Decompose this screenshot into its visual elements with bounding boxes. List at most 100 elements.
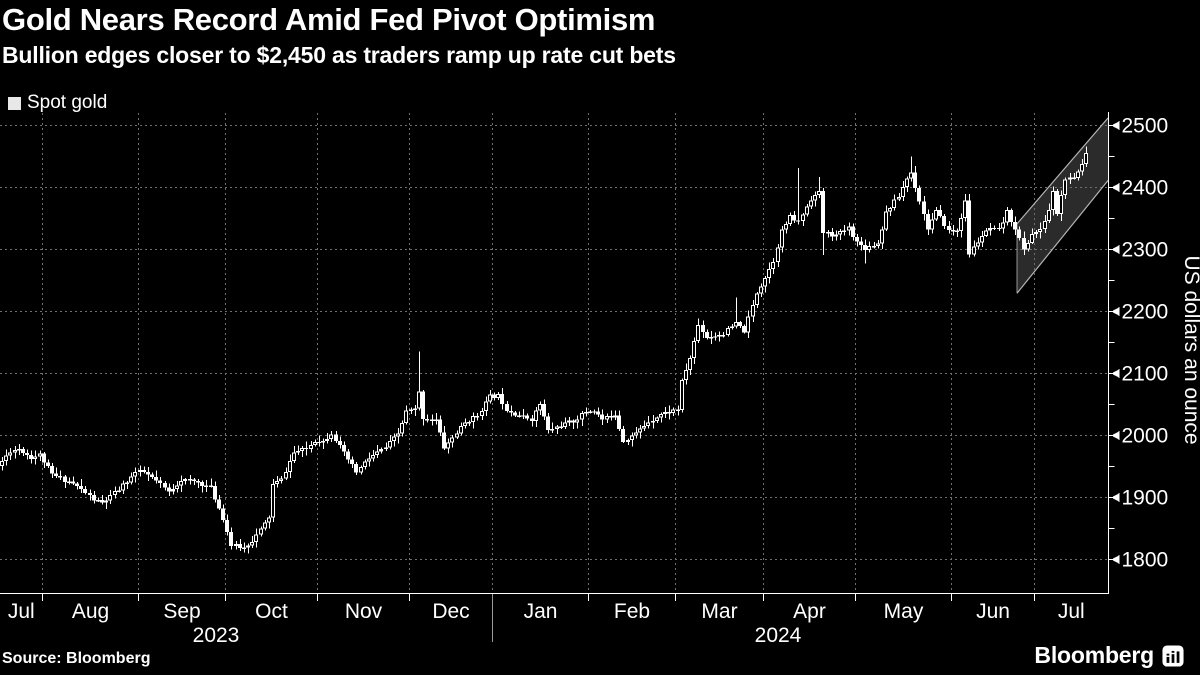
x-year-label: 2024 (755, 624, 802, 647)
candle-body-down (542, 404, 546, 417)
candle-body-down (830, 232, 834, 237)
candle-body-up (755, 293, 759, 305)
candle-body-down (125, 482, 129, 484)
x-month-label: Nov (345, 600, 383, 623)
candle-body-down (913, 172, 917, 188)
candle-body-down (626, 439, 630, 442)
channel-upper-line (1016, 117, 1109, 225)
candle-body-up (580, 413, 584, 420)
candle-body-up (909, 172, 913, 179)
candle-body-down (221, 508, 225, 520)
candle-body-down (967, 200, 971, 255)
candle-body-up (1047, 209, 1051, 222)
x-month-label: Oct (255, 600, 288, 623)
candle-body-down (100, 499, 104, 503)
candle-body-up (113, 491, 117, 495)
candle-body-down (826, 232, 830, 234)
candle-body-down (588, 411, 592, 413)
candle-body-up (254, 534, 258, 542)
candle-body-up (8, 452, 12, 456)
candle-body-down (234, 544, 238, 547)
candle-body-down (596, 411, 600, 415)
candle-body-up (788, 214, 792, 225)
candle-body-down (947, 226, 951, 230)
candle-body-down (667, 411, 671, 414)
candle-body-up (259, 528, 263, 535)
candle-body-up (976, 242, 980, 247)
candle-body-up (655, 417, 659, 421)
candle-body-down (246, 545, 250, 548)
candle-body-up (275, 481, 279, 485)
candle-body-down (709, 336, 713, 339)
candle-body-up (734, 322, 738, 327)
candle-body-up (480, 411, 484, 416)
candle-body-down (600, 414, 604, 420)
candle-body-up (934, 209, 938, 220)
candle-body-down (317, 441, 321, 444)
candle-body-up (817, 190, 821, 195)
candle-body-down (922, 201, 926, 215)
candle-body-down (167, 487, 171, 492)
candle-body-up (1005, 210, 1009, 223)
candle-body-up (13, 449, 17, 453)
candle-body-up (838, 231, 842, 235)
x-month-label: Apr (793, 600, 826, 623)
candle-body-up (279, 478, 283, 482)
candle-body-up (329, 434, 333, 439)
candle-body-up (847, 226, 851, 231)
candle-body-down (338, 441, 342, 445)
candle-body-down (409, 409, 413, 412)
legend-label: Spot gold (27, 92, 108, 113)
candle-body-down (467, 422, 471, 424)
candle-body-down (321, 440, 325, 443)
candle-body-up (880, 229, 884, 244)
candle-body-down (584, 411, 588, 414)
candle-body-down (46, 462, 50, 467)
y-tick-arrow-icon (1111, 555, 1120, 564)
candle-body-up (359, 466, 363, 473)
candle-body-down (676, 409, 680, 412)
candle-body-down (17, 449, 21, 451)
candle-body-up (813, 194, 817, 201)
candle-body-down (229, 532, 233, 547)
candle-body-up (867, 246, 871, 251)
candlestick-layer (0, 146, 1088, 554)
candle-body-up (367, 458, 371, 462)
candle-body-up (876, 243, 880, 247)
candle-body-up (484, 401, 488, 412)
candle-body-down (154, 477, 158, 481)
candle-body-down (54, 473, 58, 477)
y-tick-label: 2500 (1122, 115, 1169, 138)
candle-body-up (901, 187, 905, 197)
candle-body-up (284, 472, 288, 479)
candle-body-down (296, 451, 300, 453)
candle-body-down (851, 226, 855, 238)
candle-body-down (192, 479, 196, 481)
candle-body-down (67, 481, 71, 484)
candle-body-up (133, 471, 137, 477)
candle-body-up (642, 425, 646, 429)
candle-body-up (809, 200, 813, 207)
candle-body-down (792, 214, 796, 221)
candle-body-down (171, 489, 175, 492)
y-tick-label: 2000 (1122, 425, 1169, 448)
candle-body-down (842, 230, 846, 233)
candle-body-down (546, 416, 550, 430)
candle-body-up (780, 229, 784, 248)
candle-body-down (75, 483, 79, 486)
candle-body-up (1038, 229, 1042, 232)
y-tick-label: 1900 (1122, 487, 1169, 510)
candle-body-up (801, 214, 805, 221)
candle-body-down (238, 544, 242, 549)
candle-body-down (917, 187, 921, 202)
bloomberg-terminal-icon (1162, 644, 1184, 667)
candle-body-up (459, 425, 463, 434)
candle-body-up (400, 422, 404, 434)
candle-body-down (88, 493, 92, 496)
candle-body-up (38, 453, 42, 457)
candle-body-up (396, 433, 400, 437)
candle-body-up (751, 304, 755, 317)
candle-body-down (1072, 177, 1076, 179)
candle-body-up (555, 426, 559, 430)
candle-body-down (96, 499, 100, 502)
